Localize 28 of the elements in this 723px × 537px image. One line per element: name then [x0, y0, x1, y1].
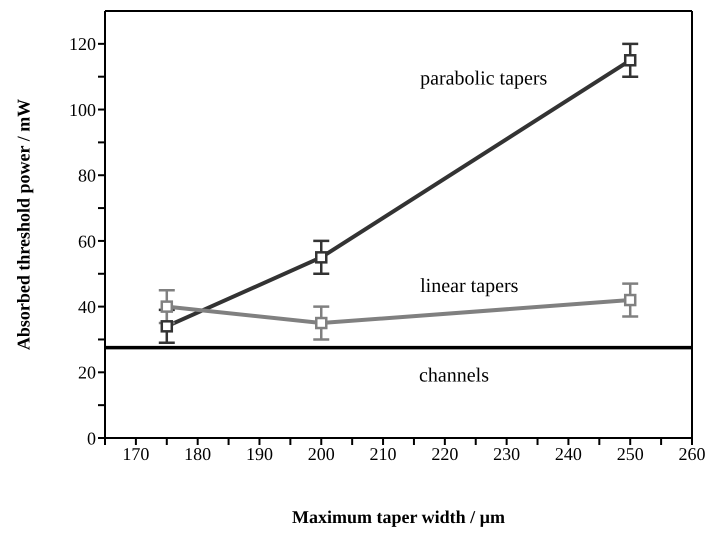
x-tick-label: 240	[554, 444, 582, 464]
y-tick-label: 0	[87, 428, 96, 448]
x-tick-label: 180	[184, 444, 212, 464]
point	[315, 316, 328, 330]
y-axis-title: Absorbed threshold power / mW	[13, 98, 34, 350]
x-tick-label: 230	[493, 444, 520, 464]
x-axis-title: Maximum taper width / µm	[292, 507, 506, 527]
ref-line-label: channels	[419, 364, 490, 387]
x-tick-label: 220	[431, 444, 458, 464]
point	[624, 294, 636, 306]
x-tick-label: 210	[370, 444, 397, 464]
x-tick-label: 190	[246, 444, 273, 464]
series-label: parabolic tapers	[420, 67, 548, 90]
y-tick-label: 120	[69, 34, 96, 54]
x-tick-label: 260	[678, 444, 706, 464]
y-tick-label: 20	[78, 362, 96, 383]
point	[624, 54, 636, 67]
series-label: linear tapers	[420, 275, 519, 298]
y-tick-label: 40	[78, 297, 96, 318]
y-tick-label: 60	[78, 231, 96, 252]
x-tick-label: 170	[122, 444, 150, 464]
x-tick-label: 200	[308, 444, 335, 464]
x-tick-label: 250	[616, 444, 644, 464]
point	[160, 320, 174, 333]
y-tick-label: 100	[69, 100, 96, 120]
point	[160, 300, 174, 313]
y-tick-label: 80	[78, 166, 96, 186]
point	[315, 251, 328, 264]
